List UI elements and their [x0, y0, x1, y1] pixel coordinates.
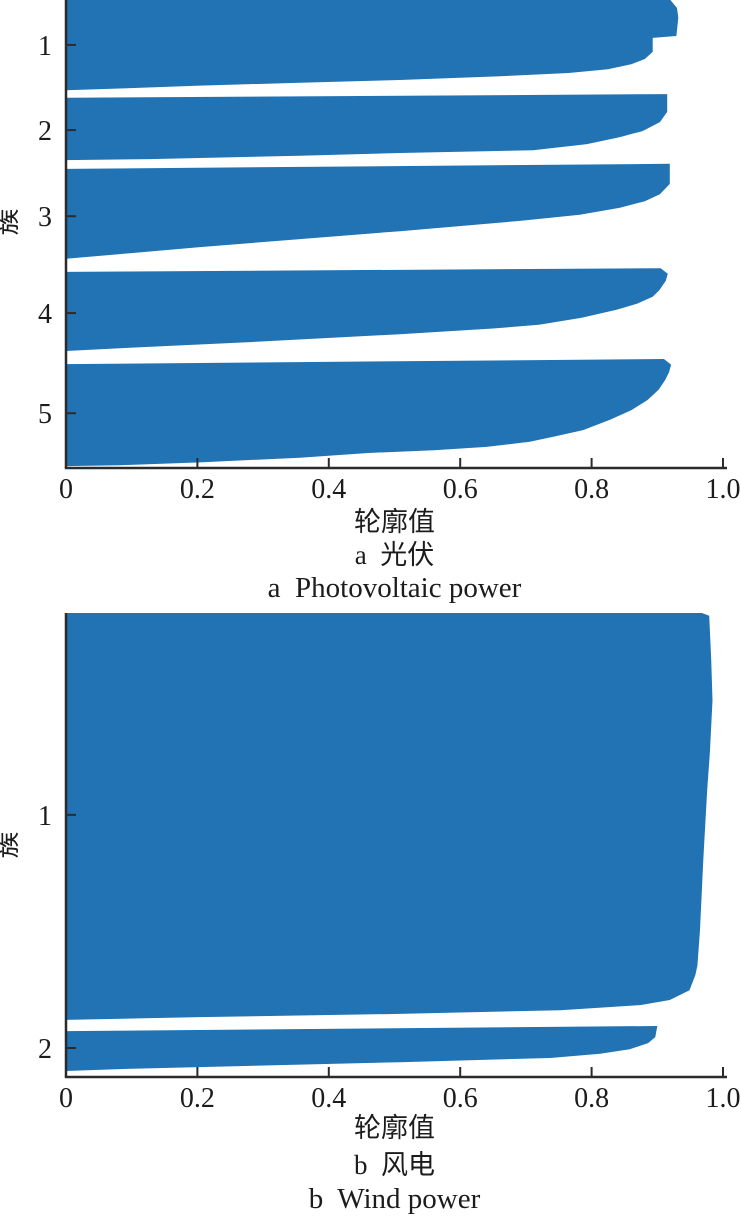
pv-caption-en: a Photovoltaic power [267, 572, 522, 604]
cluster-band-2 [66, 94, 668, 161]
y-axis-label: 簇 [0, 832, 22, 859]
cluster-band-1 [66, 613, 713, 1020]
x-tick-label: 0 [59, 474, 73, 505]
cluster-tick-label-3: 3 [38, 202, 52, 233]
cluster-band-4 [66, 268, 668, 351]
x-tick-label: 0.4 [311, 1083, 346, 1114]
wind-xlabel: 轮廓值 [354, 1113, 435, 1143]
silhouette-canvas: 0 0.2 0.4 0.6 0.8 1.0 1 2 3 4 5 簇 [0, 0, 741, 505]
cluster-tick-label-1: 1 [38, 801, 52, 832]
pv-xlabel: 轮廓值 [354, 507, 435, 537]
x-tick-label: 1.0 [706, 1083, 741, 1114]
cluster-tick-label-2: 2 [38, 116, 52, 147]
x-tick-label: 0.8 [574, 1083, 609, 1114]
pv-caption-zh: a 光伏 [354, 540, 435, 570]
y-axis-label: 簇 [0, 209, 22, 236]
wind-silhouette-plot: 0 0.2 0.4 0.6 0.8 1.0 1 2 簇 [0, 600, 741, 1216]
cluster-tick-label-1: 1 [38, 31, 52, 62]
x-tick-label: 0.4 [311, 474, 346, 505]
photovoltaic-silhouette-plot: 0 0.2 0.4 0.6 0.8 1.0 1 2 3 4 5 簇 [0, 0, 741, 600]
cluster-band-1 [66, 0, 679, 91]
x-tick-label: 0.2 [180, 474, 215, 505]
cluster-tick-label-5: 5 [38, 399, 52, 430]
cluster-tick-label-2: 2 [38, 1034, 52, 1065]
x-tick-label: 0.6 [443, 1083, 478, 1114]
x-tick-label: 0 [59, 1083, 73, 1114]
wind-caption-zh: b 风电 [354, 1150, 435, 1180]
wind-caption-en: b Wind power [308, 1183, 481, 1215]
x-tick-label: 0.2 [180, 1083, 215, 1114]
cluster-band-5 [66, 359, 672, 467]
x-tick-label: 1.0 [706, 474, 741, 505]
cluster-band-2 [66, 1026, 658, 1071]
cluster-band-3 [66, 163, 670, 259]
silhouette-canvas: 0 0.2 0.4 0.6 0.8 1.0 1 2 簇 [0, 613, 741, 1114]
x-tick-label: 0.8 [574, 474, 609, 505]
cluster-tick-label-4: 4 [38, 299, 52, 330]
x-tick-label: 0.6 [443, 474, 478, 505]
